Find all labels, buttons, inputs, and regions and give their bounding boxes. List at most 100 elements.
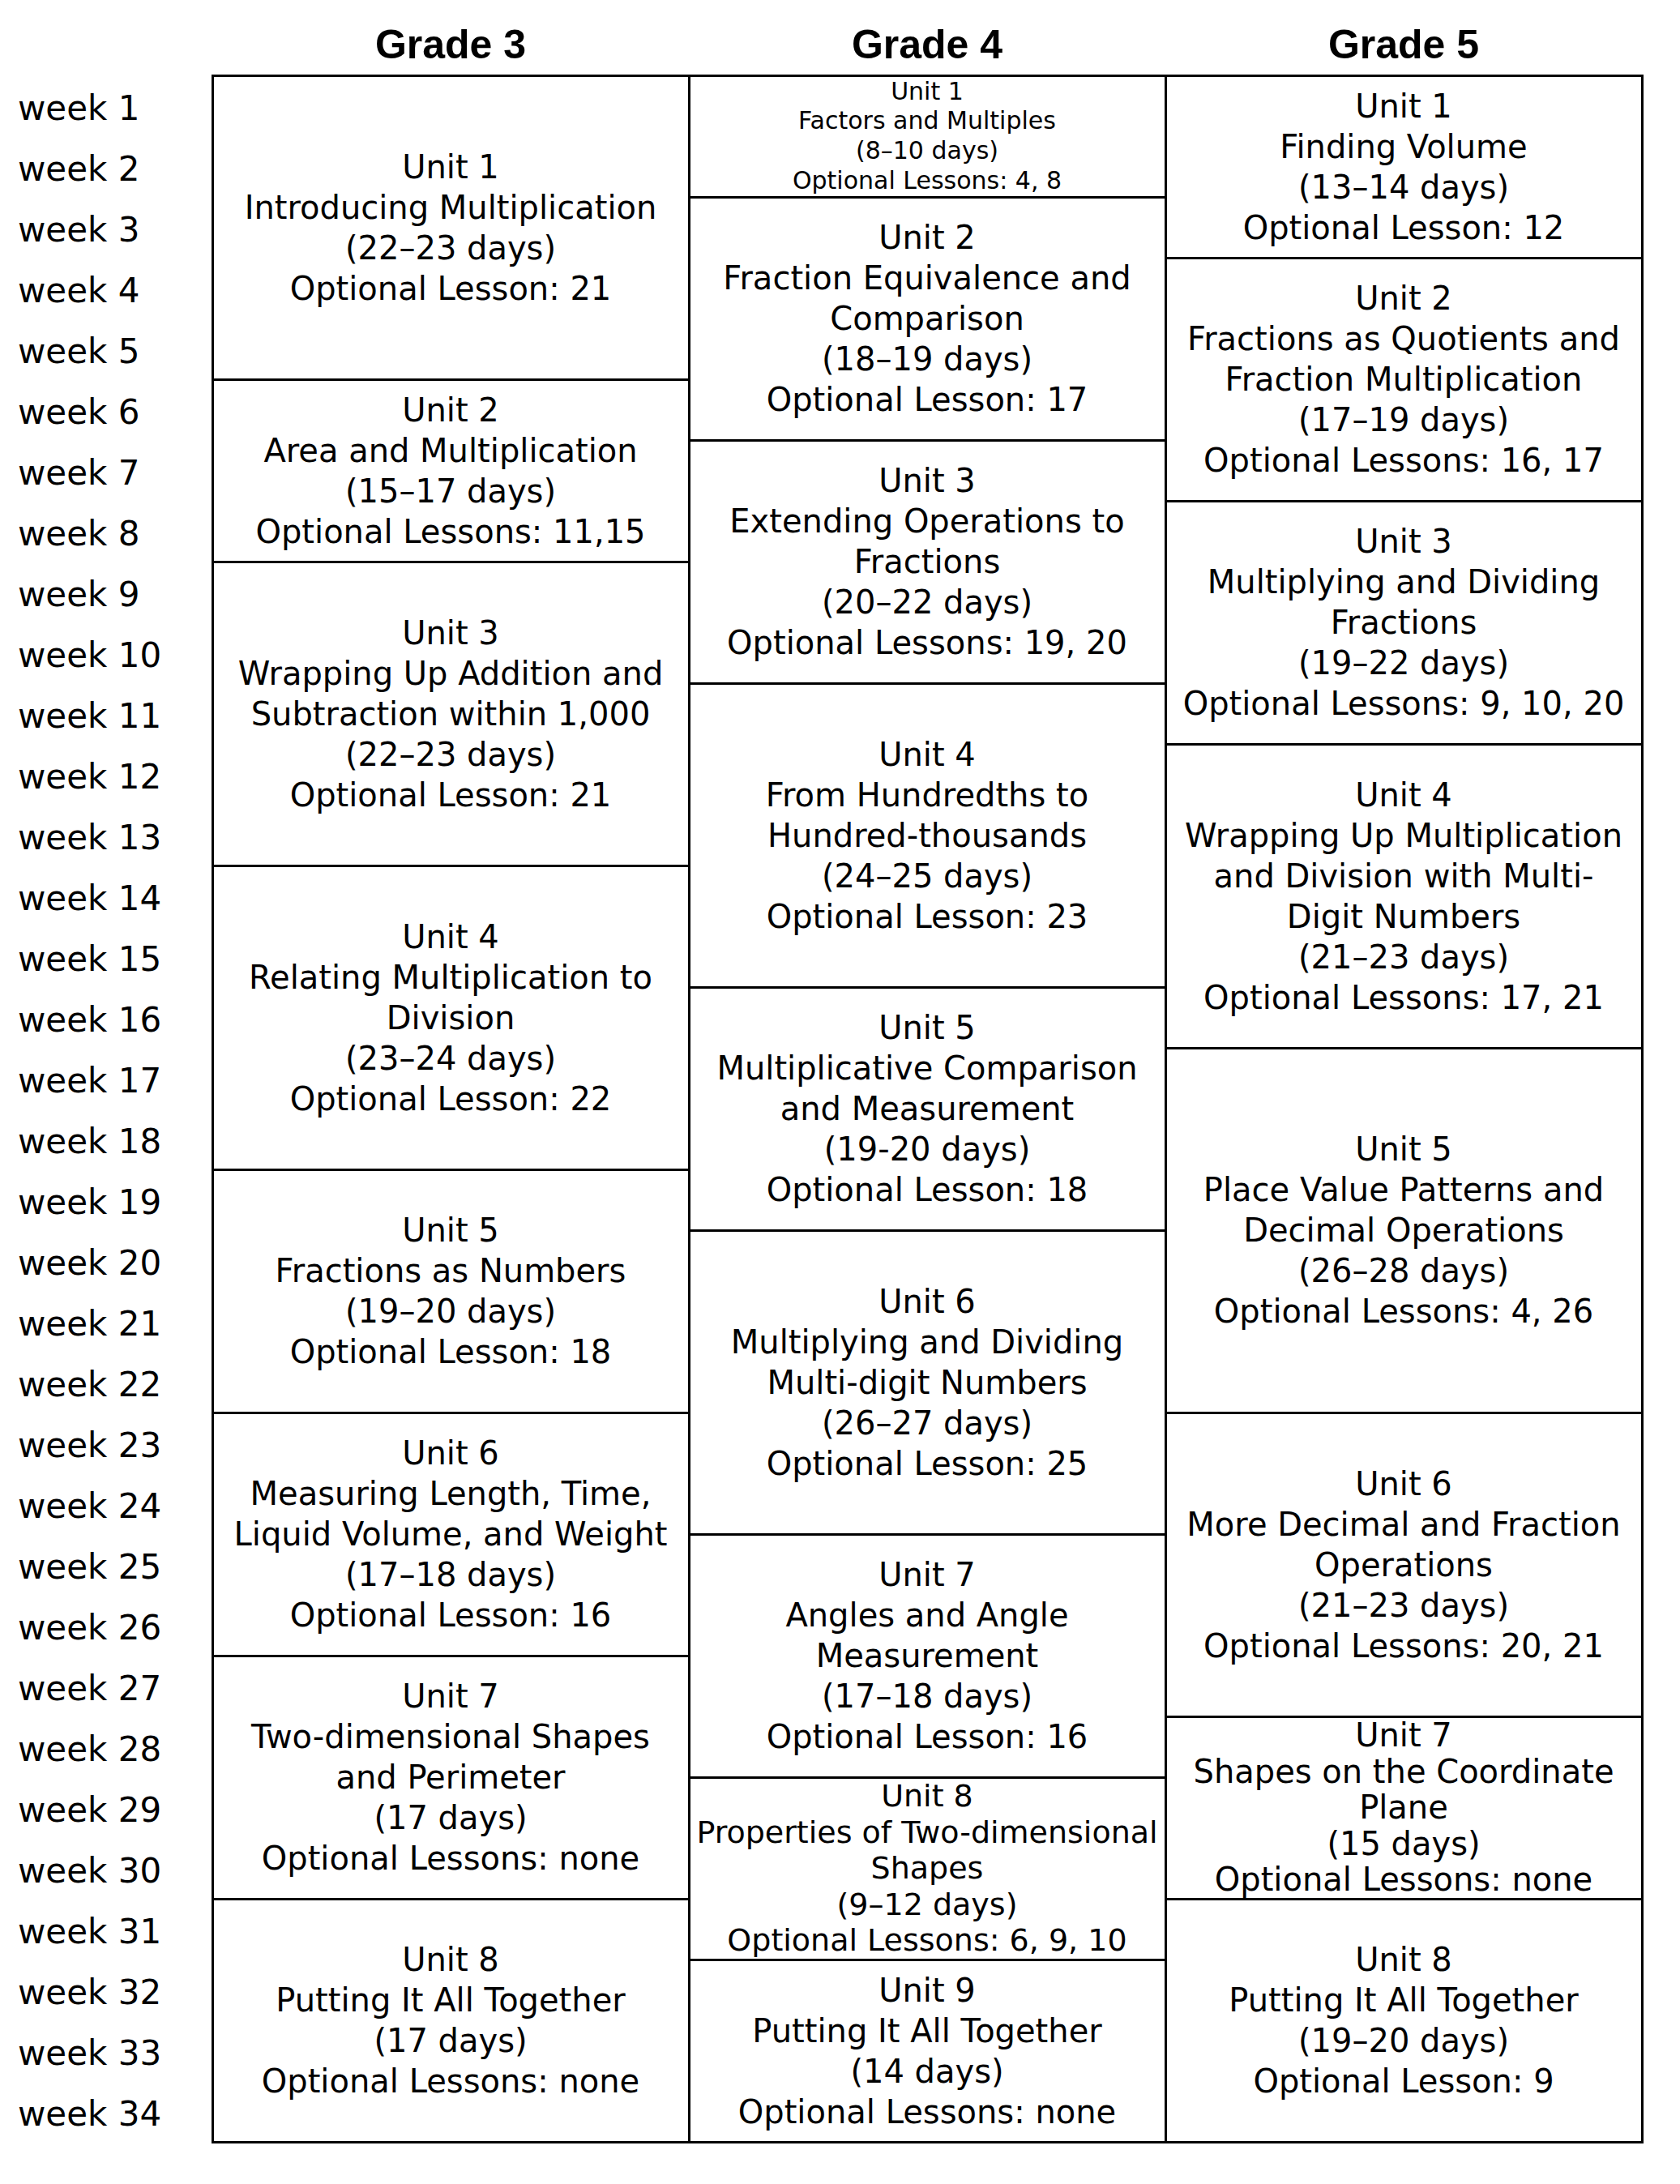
- week-row-label: week 18: [18, 1111, 161, 1172]
- week-row-label: week 25: [18, 1536, 161, 1597]
- week-row-label: week 13: [18, 807, 161, 868]
- unit-name: Shapes on the Coordinate Plane: [1194, 1754, 1614, 1826]
- unit-name: Measuring Length, Time, Liquid Volume, a…: [234, 1473, 668, 1554]
- unit-box: Unit 8Putting It All Together(19–20 days…: [1165, 1898, 1644, 2143]
- unit-days: (9–12 days): [837, 1887, 1018, 1922]
- week-row-label: week 12: [18, 746, 161, 807]
- unit-optional-lessons: Optional Lessons: 6, 9, 10: [727, 1922, 1126, 1958]
- unit-days: (17 days): [374, 2020, 527, 2061]
- unit-days: (26–27 days): [822, 1403, 1032, 1443]
- week-row-label: week 27: [18, 1658, 161, 1719]
- unit-optional-lessons: Optional Lessons: 17, 21: [1203, 977, 1604, 1018]
- unit-title: Unit 5: [1355, 1129, 1452, 1169]
- unit-days: (15 days): [1327, 1826, 1480, 1861]
- unit-optional-lessons: Optional Lesson: 16: [767, 1716, 1088, 1757]
- grade-header: Grade 4: [688, 19, 1167, 68]
- unit-optional-lessons: Optional Lesson: 17: [767, 379, 1088, 420]
- unit-days: (23–24 days): [345, 1038, 556, 1079]
- week-row-label: week 8: [18, 503, 139, 564]
- unit-name: Finding Volume: [1280, 126, 1527, 167]
- unit-box: Unit 1Factors and Multiples(8–10 days)Op…: [688, 75, 1167, 199]
- unit-box: Unit 2Fraction Equivalence and Compariso…: [688, 196, 1167, 442]
- unit-name: Multiplying and Dividing Fractions: [1208, 562, 1600, 643]
- unit-days: (19–22 days): [1298, 643, 1509, 683]
- unit-title: Unit 3: [878, 460, 976, 501]
- unit-optional-lessons: Optional Lessons: 11,15: [255, 511, 645, 552]
- week-row-label: week 33: [18, 2023, 161, 2084]
- unit-name: Fractions as Numbers: [276, 1250, 626, 1291]
- unit-title: Unit 1: [402, 147, 499, 187]
- unit-days: (22–23 days): [345, 228, 556, 268]
- unit-optional-lessons: Optional Lessons: 4, 8: [793, 166, 1062, 196]
- unit-name: Angles and Angle Measurement: [785, 1595, 1068, 1676]
- week-row-label: week 21: [18, 1293, 161, 1354]
- unit-optional-lessons: Optional Lesson: 16: [290, 1595, 612, 1635]
- unit-optional-lessons: Optional Lesson: 21: [290, 268, 612, 309]
- week-row-label: week 23: [18, 1415, 161, 1476]
- unit-box: Unit 6Multiplying and Dividing Multi-dig…: [688, 1229, 1167, 1536]
- unit-name: Putting It All Together: [1229, 1980, 1578, 2020]
- week-row-label: week 17: [18, 1050, 161, 1111]
- unit-days: (14 days): [850, 2051, 1003, 2092]
- unit-optional-lessons: Optional Lessons: 20, 21: [1203, 1626, 1604, 1666]
- unit-days: (13–14 days): [1298, 167, 1509, 207]
- unit-title: Unit 4: [402, 917, 499, 957]
- unit-title: Unit 7: [878, 1554, 976, 1595]
- unit-optional-lessons: Optional Lessons: none: [262, 2061, 639, 2101]
- unit-days: (17 days): [374, 1797, 527, 1838]
- week-row-label: week 3: [18, 199, 139, 260]
- unit-box: Unit 5Multiplicative Comparison and Meas…: [688, 986, 1167, 1232]
- week-row-label: week 30: [18, 1840, 161, 1901]
- week-row-label: week 15: [18, 929, 161, 989]
- unit-days: (21–23 days): [1298, 1585, 1509, 1626]
- unit-title: Unit 6: [878, 1281, 976, 1322]
- unit-name: Factors and Multiples: [798, 106, 1056, 136]
- unit-title: Unit 7: [402, 1676, 499, 1716]
- week-row-label: week 11: [18, 686, 161, 746]
- unit-title: Unit 1: [891, 77, 964, 107]
- unit-name: Putting It All Together: [752, 2011, 1101, 2051]
- unit-days: (20–22 days): [822, 582, 1032, 622]
- week-row-label: week 20: [18, 1233, 161, 1293]
- unit-optional-lessons: Optional Lessons: 16, 17: [1203, 440, 1604, 481]
- unit-optional-lessons: Optional Lessons: none: [1215, 1861, 1592, 1897]
- week-row-label: week 7: [18, 442, 139, 503]
- unit-title: Unit 1: [1355, 86, 1452, 126]
- week-row-label: week 34: [18, 2084, 161, 2144]
- unit-name: From Hundredths to Hundred-thousands: [766, 775, 1088, 856]
- unit-name: Properties of Two-dimensional Shapes: [696, 1814, 1157, 1887]
- week-row-label: week 24: [18, 1476, 161, 1536]
- unit-days: (24–25 days): [822, 856, 1032, 896]
- week-row-label: week 26: [18, 1597, 161, 1658]
- unit-name: Relating Multiplication to Division: [249, 957, 652, 1038]
- unit-name: Place Value Patterns and Decimal Operati…: [1203, 1169, 1604, 1250]
- week-row-label: week 9: [18, 564, 139, 625]
- unit-name: More Decimal and Fraction Operations: [1186, 1504, 1620, 1585]
- unit-optional-lessons: Optional Lessons: 4, 26: [1214, 1291, 1593, 1331]
- unit-box: Unit 6More Decimal and Fraction Operatio…: [1165, 1412, 1644, 1718]
- unit-name: Extending Operations to Fractions: [729, 501, 1124, 582]
- unit-box: Unit 3Extending Operations to Fractions(…: [688, 439, 1167, 685]
- unit-days: (26–28 days): [1298, 1250, 1509, 1291]
- unit-days: (17–19 days): [1298, 400, 1509, 440]
- unit-name: Wrapping Up Multiplication and Division …: [1185, 815, 1622, 937]
- unit-name: Introducing Multiplication: [245, 187, 657, 228]
- unit-optional-lessons: Optional Lesson: 12: [1243, 207, 1565, 248]
- unit-name: Fractions as Quotients and Fraction Mult…: [1187, 318, 1620, 400]
- unit-days: (19–20 days): [345, 1291, 556, 1331]
- unit-box: Unit 7Shapes on the Coordinate Plane(15 …: [1165, 1716, 1644, 1900]
- unit-box: Unit 7Two-dimensional Shapes and Perimet…: [212, 1655, 690, 1900]
- week-row-label: week 2: [18, 139, 139, 199]
- unit-box: Unit 5Place Value Patterns and Decimal O…: [1165, 1047, 1644, 1414]
- unit-title: Unit 4: [878, 734, 976, 775]
- unit-box: Unit 4Relating Multiplication to Divisio…: [212, 865, 690, 1171]
- unit-optional-lessons: Optional Lesson: 23: [767, 896, 1088, 937]
- grade-header: Grade 5: [1165, 19, 1644, 68]
- week-row-label: week 28: [18, 1719, 161, 1780]
- week-row-label: week 22: [18, 1354, 161, 1415]
- unit-days: (22–23 days): [345, 734, 556, 775]
- week-row-label: week 32: [18, 1962, 161, 2023]
- unit-title: Unit 2: [1355, 278, 1452, 318]
- unit-box: Unit 2Fractions as Quotients and Fractio…: [1165, 257, 1644, 502]
- unit-title: Unit 9: [878, 1970, 976, 2011]
